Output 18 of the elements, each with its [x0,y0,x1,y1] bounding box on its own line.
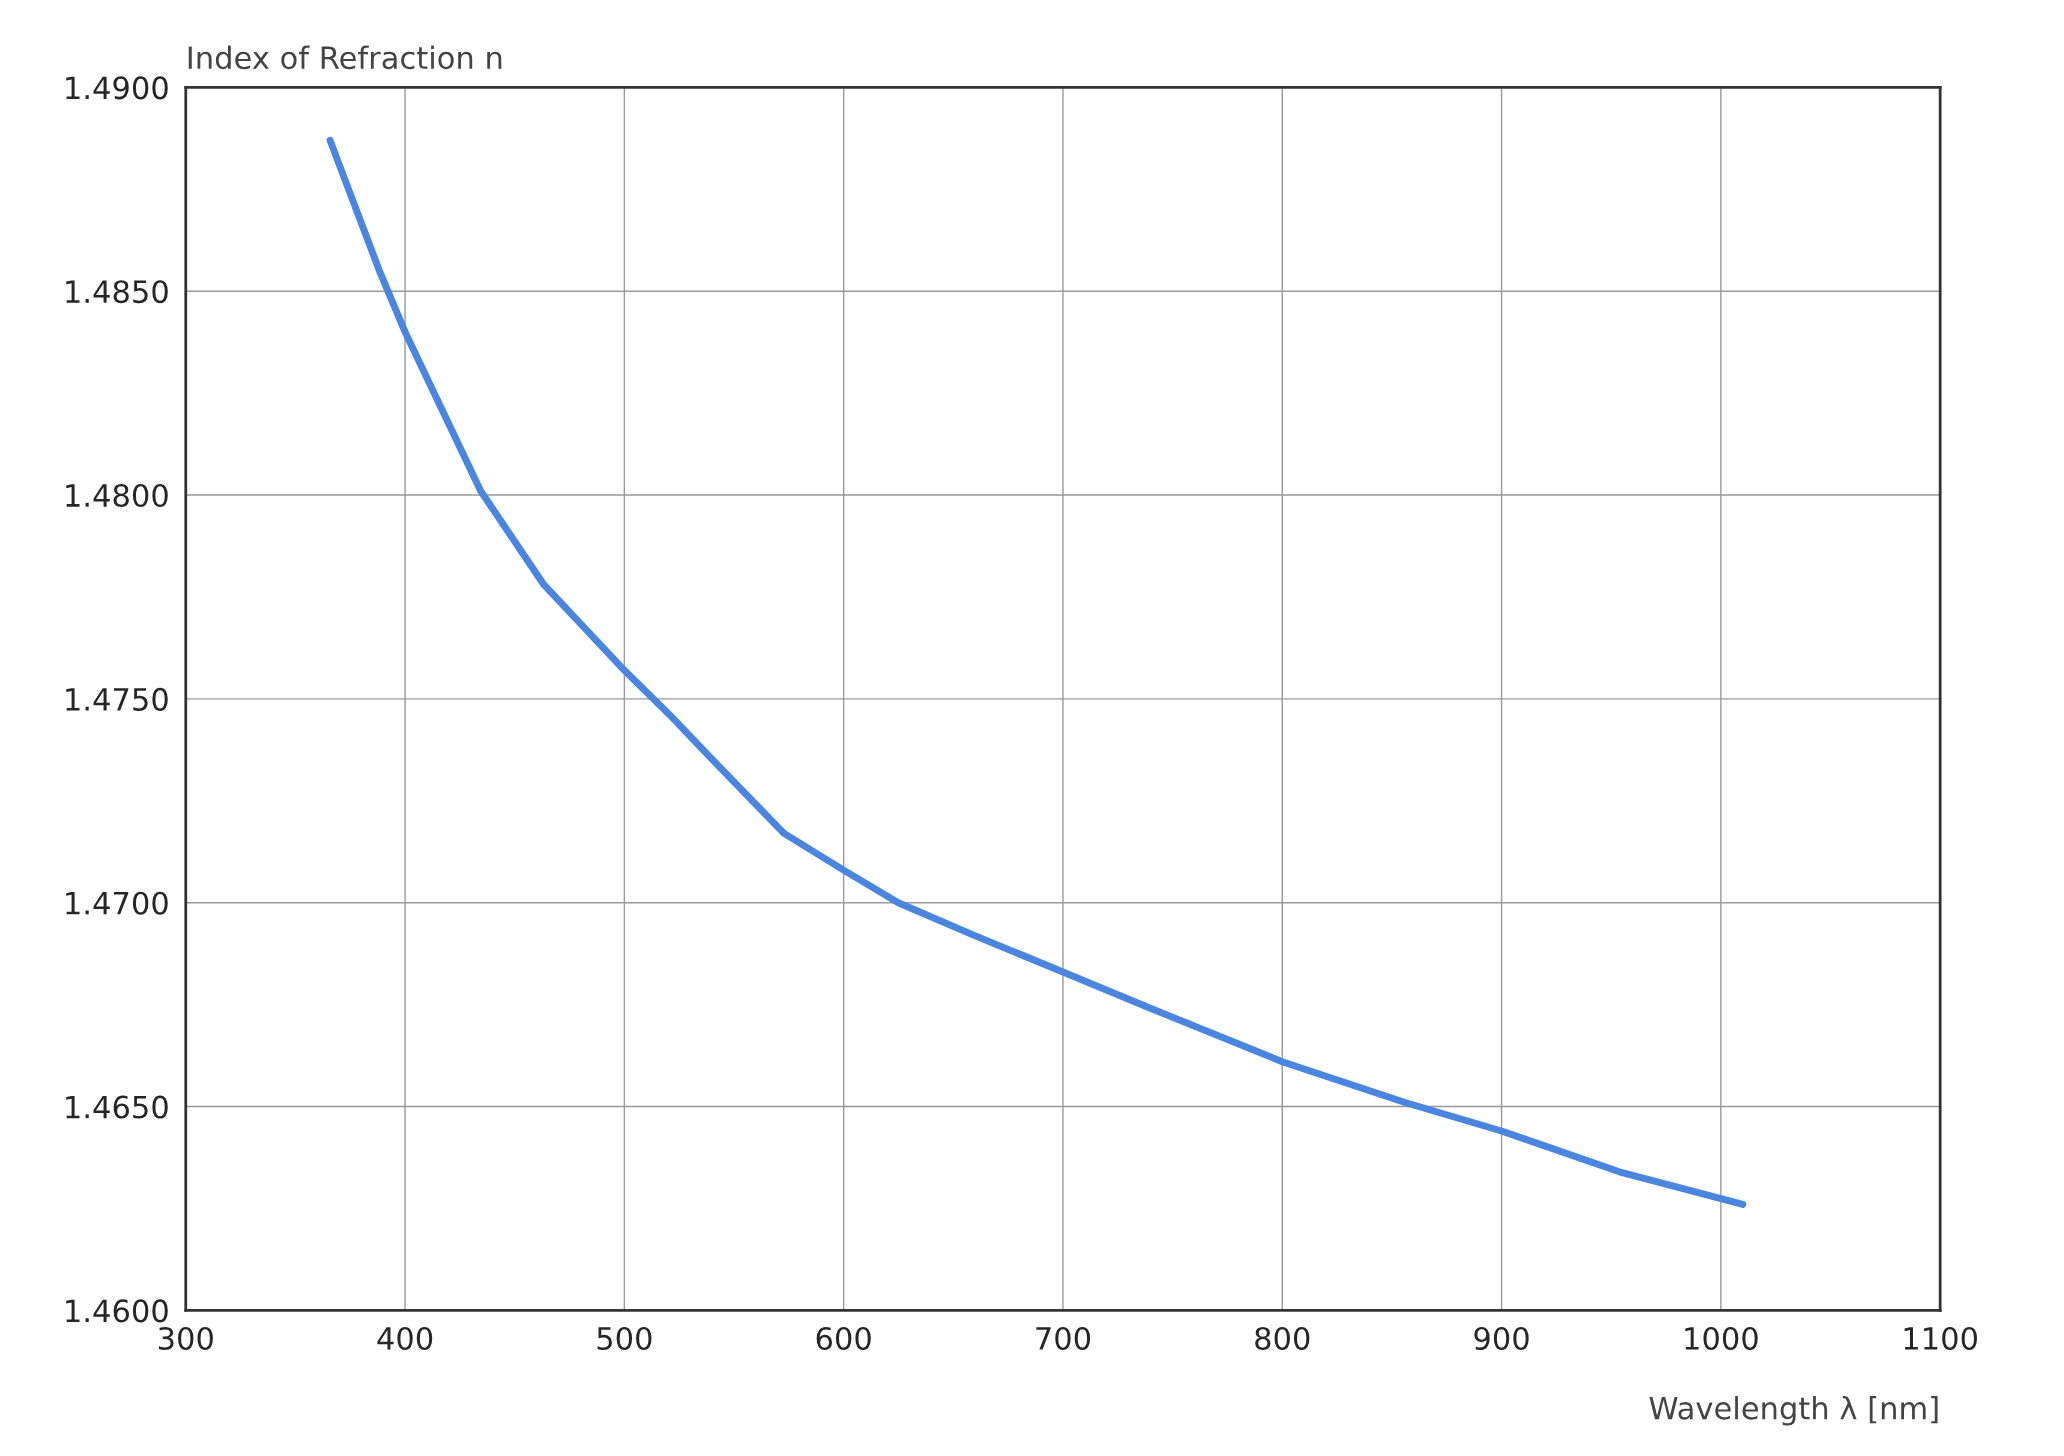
x-tick-label: 900 [1474,1326,1529,1351]
x-tick-label: 600 [816,1326,871,1351]
x-axis-title: Wavelength λ [nm] [1649,1396,1938,1426]
y-tick-label: 1.4650 [66,1095,168,1119]
y-tick-label: 1.4800 [66,483,168,508]
y-tick-label: 1.4750 [66,687,168,711]
y-tick-label: 1.4600 [66,1299,168,1323]
x-tick-label: 300 [158,1326,213,1351]
x-tick-label: 1100 [1904,1326,1978,1351]
y-tick-label: 1.4850 [66,280,168,304]
y-tick-label: 1.4700 [66,891,168,915]
x-tick-label: 700 [1036,1326,1091,1351]
y-tick-label: 1.4900 [66,76,168,100]
x-tick-label: 500 [597,1326,652,1351]
y-axis-title: Index of Refraction n [188,45,502,70]
x-tick-label: 1000 [1685,1326,1758,1351]
x-tick-label: 800 [1255,1326,1310,1351]
x-tick-label: 400 [377,1326,433,1351]
